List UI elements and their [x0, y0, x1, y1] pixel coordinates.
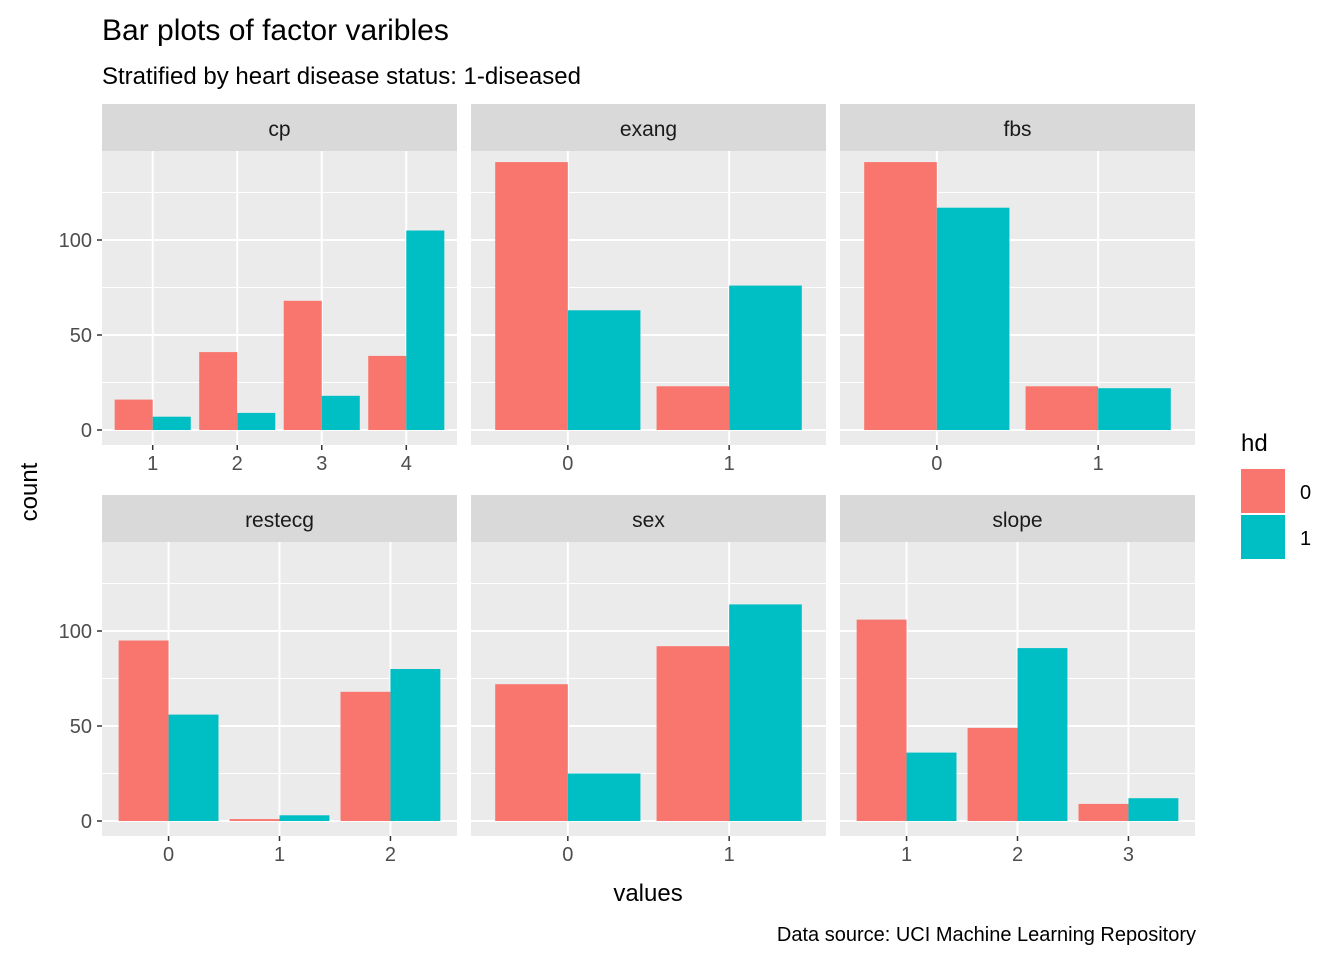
- bar-slope-1-hd0: [856, 619, 907, 821]
- facet-strip-label: cp: [268, 118, 290, 141]
- x-tick-label: 1: [147, 453, 158, 475]
- bar-exang-0-hd0: [495, 162, 568, 430]
- legend-label-hd1: 1: [1300, 528, 1311, 550]
- facet-strip: [840, 495, 1195, 542]
- y-tick-label: 50: [70, 716, 92, 738]
- x-tick-label: 1: [724, 453, 735, 475]
- y-tick-label: 0: [81, 811, 92, 833]
- facet-panel-exang: exang 0 1: [471, 104, 826, 475]
- facet-panels: cp 1 2 3 4 0 50 100 exang 0 1 fbs 0 1 restecg 0 1 2 0 50 100…: [59, 104, 1195, 866]
- bar-restecg-2-hd0: [340, 691, 391, 821]
- bar-restecg-0-hd1: [168, 714, 219, 821]
- chart-caption: Data source: UCI Machine Learning Reposi…: [777, 924, 1196, 946]
- facet-strip: [471, 104, 826, 151]
- x-tick-label: 1: [1093, 453, 1104, 475]
- bar-sex-1-hd1: [729, 604, 802, 821]
- bar-cp-1-hd1: [152, 416, 191, 430]
- facet-strip: [471, 495, 826, 542]
- legend: hd 0 1: [1241, 430, 1311, 559]
- facet-panel-slope: slope 1 2 3: [840, 495, 1195, 866]
- bar-cp-4-hd0: [368, 355, 407, 430]
- facet-strip-label: fbs: [1003, 118, 1031, 141]
- legend-title: hd: [1241, 430, 1268, 457]
- bar-cp-4-hd1: [406, 230, 445, 430]
- x-tick-label: 1: [724, 844, 735, 866]
- x-tick-label: 3: [316, 453, 327, 475]
- bar-sex-0-hd0: [495, 684, 568, 821]
- bar-sex-0-hd1: [567, 773, 641, 821]
- y-tick-label: 100: [59, 621, 92, 643]
- legend-key-hd1: [1241, 515, 1285, 559]
- bar-restecg-0-hd0: [118, 640, 169, 821]
- bar-slope-1-hd1: [906, 752, 957, 821]
- chart-title: Bar plots of factor varibles: [102, 14, 449, 47]
- bar-exang-0-hd1: [567, 310, 641, 430]
- facet-strip-label: exang: [620, 118, 677, 141]
- facet-strip: [102, 104, 457, 151]
- y-axis-label: count: [16, 462, 43, 521]
- y-tick-label: 100: [59, 230, 92, 252]
- y-tick-label: 0: [81, 420, 92, 442]
- facet-panel-fbs: fbs 0 1: [840, 104, 1195, 475]
- bar-restecg-1-hd1: [279, 815, 330, 821]
- x-tick-label: 0: [931, 453, 942, 475]
- bar-cp-3-hd0: [283, 300, 322, 430]
- x-axis-label: values: [613, 880, 682, 907]
- bar-exang-1-hd0: [656, 386, 730, 430]
- bar-fbs-0-hd0: [864, 162, 937, 430]
- x-tick-label: 4: [401, 453, 412, 475]
- facet-panel-restecg: restecg 0 1 2 0 50 100: [59, 495, 457, 866]
- bar-slope-3-hd1: [1128, 798, 1179, 821]
- x-tick-label: 2: [232, 453, 243, 475]
- bar-cp-2-hd1: [237, 412, 276, 430]
- facet-strip: [840, 104, 1195, 151]
- facet-strip: [102, 495, 457, 542]
- x-tick-label: 0: [562, 844, 573, 866]
- chart-subtitle: Stratified by heart disease status: 1-di…: [102, 63, 581, 90]
- x-tick-label: 0: [163, 844, 174, 866]
- x-tick-label: 1: [901, 844, 912, 866]
- bar-restecg-1-hd0: [229, 819, 280, 821]
- x-tick-label: 2: [385, 844, 396, 866]
- bar-slope-3-hd0: [1078, 803, 1129, 821]
- bar-slope-2-hd0: [967, 727, 1018, 821]
- bar-exang-1-hd1: [729, 285, 802, 430]
- bar-cp-1-hd0: [114, 399, 153, 430]
- legend-label-hd0: 0: [1300, 482, 1311, 504]
- bar-fbs-0-hd1: [936, 207, 1010, 430]
- y-tick-label: 50: [70, 325, 92, 347]
- legend-key-hd0: [1241, 469, 1285, 513]
- x-tick-label: 0: [562, 453, 573, 475]
- bar-fbs-1-hd0: [1025, 386, 1099, 430]
- x-tick-label: 1: [274, 844, 285, 866]
- facet-panel-sex: sex 0 1: [471, 495, 826, 866]
- facet-strip-label: restecg: [245, 509, 314, 532]
- x-tick-label: 3: [1123, 844, 1134, 866]
- bar-cp-2-hd0: [199, 352, 238, 430]
- facet-strip-label: slope: [992, 509, 1042, 532]
- bar-fbs-1-hd1: [1098, 388, 1171, 430]
- bar-restecg-2-hd1: [390, 669, 441, 821]
- facet-panel-cp: cp 1 2 3 4 0 50 100: [59, 104, 457, 475]
- facet-strip-label: sex: [632, 509, 665, 532]
- bar-slope-2-hd1: [1017, 648, 1068, 821]
- bar-cp-3-hd1: [321, 395, 360, 430]
- x-tick-label: 2: [1012, 844, 1023, 866]
- bar-sex-1-hd0: [656, 646, 730, 821]
